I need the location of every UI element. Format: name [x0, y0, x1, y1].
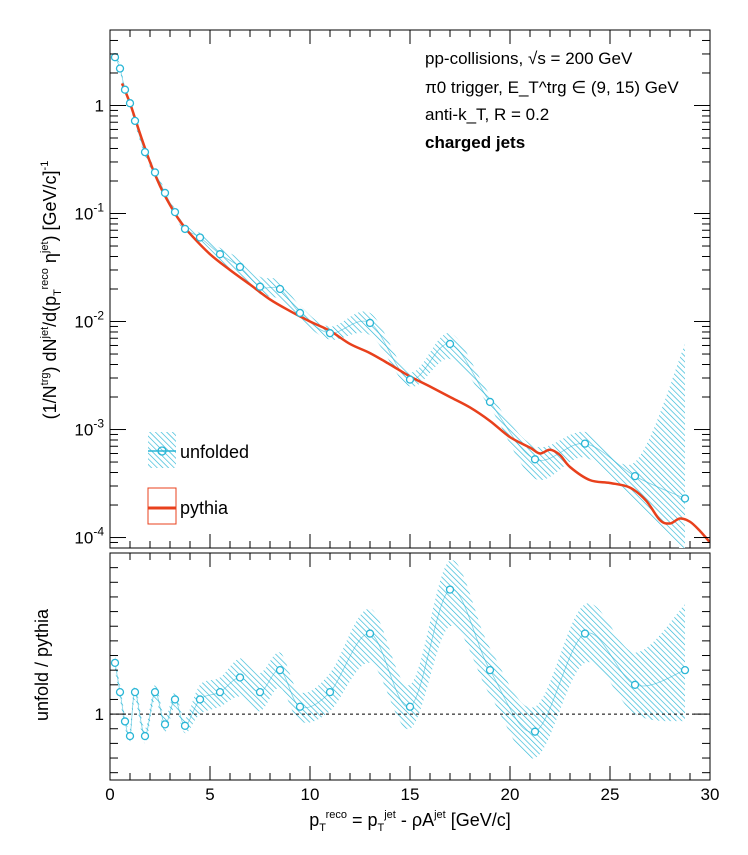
ratio-point: [125, 731, 135, 741]
ratio-point: [445, 585, 455, 594]
ratio-point: [110, 658, 120, 667]
unfolded-point: [170, 207, 180, 217]
ratio-point: [160, 720, 170, 729]
top-y-tick-label: 10-3: [74, 417, 104, 440]
unfolded-point: [680, 494, 690, 503]
bottom-y-axis-title: unfold / pythia: [32, 608, 52, 721]
pythia-line: [120, 82, 710, 544]
x-tick-label: 20: [501, 785, 520, 804]
bottom-y-tick-label: 1: [95, 705, 104, 724]
unfolded-point: [120, 85, 130, 94]
unfolded-point: [140, 147, 150, 157]
legend: unfolded pythia: [147, 432, 249, 525]
unfolded-point: [530, 455, 540, 464]
ratio-point: [405, 702, 415, 711]
ratio-point: [150, 687, 160, 697]
top-y-tick-label: 10-2: [74, 309, 104, 332]
ratio-point: [530, 727, 540, 736]
x-tick-label: 15: [401, 785, 420, 804]
legend-pythia-label: pythia: [180, 498, 229, 518]
unfolded-point: [160, 188, 170, 198]
ratio-point: [195, 695, 205, 704]
ratio-point: [295, 702, 305, 711]
unfolded-point: [485, 397, 495, 407]
ratio-point: [235, 673, 245, 682]
unfolded-point: [630, 472, 640, 481]
x-tick-label: 0: [105, 785, 114, 804]
ratio-point: [630, 680, 640, 689]
unfolded-markers: [110, 53, 690, 503]
unfolded-point: [110, 53, 120, 62]
x-tick-label: 10: [301, 785, 320, 804]
ratio-point: [580, 629, 590, 638]
ratio-point: [485, 666, 495, 675]
ratio-point: [140, 731, 150, 741]
unfolded-point: [295, 308, 305, 318]
unfolded-point: [130, 116, 140, 126]
unfolded-uncertainty-band: [114, 53, 686, 548]
top-y-tick-label: 1: [95, 96, 104, 115]
legend-unfolded-label: unfolded: [180, 442, 249, 462]
top-y-axis-title: (1/Ntrg) dNjet/d(pTreco ηjet) [GeV/c]-1: [39, 161, 64, 420]
ratio-point: [180, 721, 190, 730]
ratio-point: [325, 687, 335, 697]
annotation-collisions: pp-collisions, √s = 200 GeV: [425, 49, 633, 68]
unfolded-band-area: [115, 53, 685, 548]
unfolded-point: [125, 99, 135, 108]
ratio-point: [170, 695, 180, 704]
legend-unfolded-swatch: [148, 432, 176, 468]
ratio-band-area: [115, 559, 685, 759]
unfolded-point: [365, 318, 375, 328]
annotation-charged-jets: charged jets: [425, 133, 525, 152]
ratio-point: [365, 629, 375, 638]
ratio-point: [120, 717, 130, 726]
unfolded-point: [150, 168, 160, 177]
ratio-point: [115, 687, 125, 697]
unfolded-point: [195, 233, 205, 242]
ratio-uncertainty-band: [114, 559, 686, 759]
x-axis-title: pTreco = pTjet - ρAjet [GeV/c]: [309, 809, 511, 834]
unfolded-line: [114, 57, 686, 499]
top-y-tick-label: 10-1: [74, 201, 104, 224]
unfolded-point: [275, 284, 285, 294]
unfolded-point: [115, 64, 125, 73]
unfolded-point: [180, 224, 190, 234]
bottom-axes: 10 5 10 15 20 25 30: [95, 553, 720, 804]
annotation-jet-algo: anti-k_T, R = 0.2: [425, 105, 549, 124]
unfolded-point: [235, 262, 245, 272]
ratio-point: [130, 687, 140, 697]
ratio-point: [680, 666, 690, 675]
annotation-trigger: π0 trigger, E_T^trg ∈ (9, 15) GeV: [425, 78, 679, 97]
unfolded-point: [215, 250, 225, 259]
unfolded-point: [445, 339, 455, 349]
unfolded-point: [580, 439, 590, 448]
ratio-point: [275, 666, 285, 675]
pythia-curve: [120, 82, 710, 544]
x-tick-label: 5: [205, 785, 214, 804]
x-tick-label: 25: [601, 785, 620, 804]
ratio-point: [255, 687, 265, 697]
x-tick-label: 30: [701, 785, 720, 804]
ratio-point: [215, 687, 225, 697]
unfolded-point: [325, 329, 335, 338]
top-y-tick-label: 10-4: [74, 525, 104, 548]
unfolded-point: [405, 375, 415, 384]
legend-pythia-swatch: [147, 487, 177, 525]
unfolded-point: [255, 282, 265, 291]
ratio-markers: [110, 585, 690, 741]
